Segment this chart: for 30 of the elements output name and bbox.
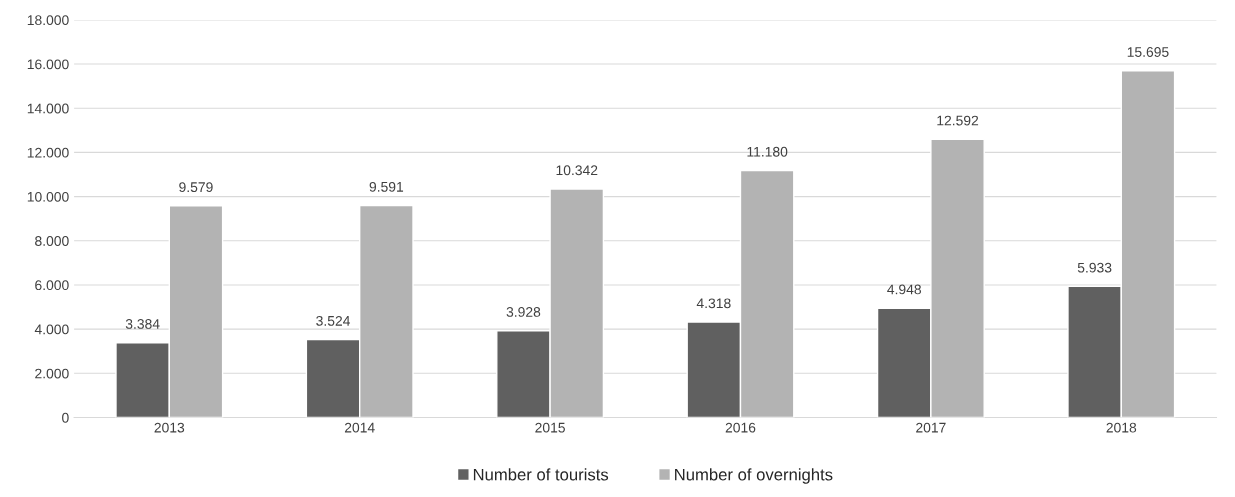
data-label: 4.948: [887, 284, 921, 295]
x-tick-label: 2018: [1106, 422, 1137, 433]
legend-label: Number of tourists: [473, 468, 609, 481]
data-label: 3.384: [125, 319, 160, 329]
y-tick-label: 0: [62, 412, 69, 423]
data-label: 9.579: [179, 182, 213, 193]
data-label: 15.695: [1127, 47, 1169, 57]
data-label: 9.591: [369, 181, 404, 192]
y-tick-label: 16.000: [27, 59, 69, 70]
y-tick-label: 4.000: [34, 324, 69, 335]
y-tick-label: 18.000: [27, 15, 69, 26]
x-tick-label: 2013: [154, 422, 185, 433]
y-tick-label: 14.000: [27, 103, 69, 114]
y-tick-label: 6.000: [35, 280, 69, 291]
y-tick-label: 8.000: [35, 236, 69, 246]
data-label: 3.928: [506, 307, 541, 317]
y-tick-label: 10.000: [27, 191, 69, 202]
y-tick-label: 12.000: [27, 147, 69, 158]
x-tick-label: 2016: [725, 422, 756, 433]
data-label: 10.342: [556, 165, 598, 176]
data-label: 5.933: [1077, 262, 1112, 273]
x-tick-label: 2015: [535, 422, 565, 433]
data-label: 3.524: [316, 315, 351, 326]
x-tick-label: 2017: [916, 422, 946, 433]
data-label: 12.592: [937, 115, 979, 126]
data-label: 11.180: [747, 146, 788, 157]
legend-label: Number of overnights: [675, 468, 833, 484]
x-tick-label: 2014: [344, 422, 375, 433]
y-tick-label: 2.000: [35, 368, 69, 379]
data-label: 4.318: [696, 298, 731, 309]
